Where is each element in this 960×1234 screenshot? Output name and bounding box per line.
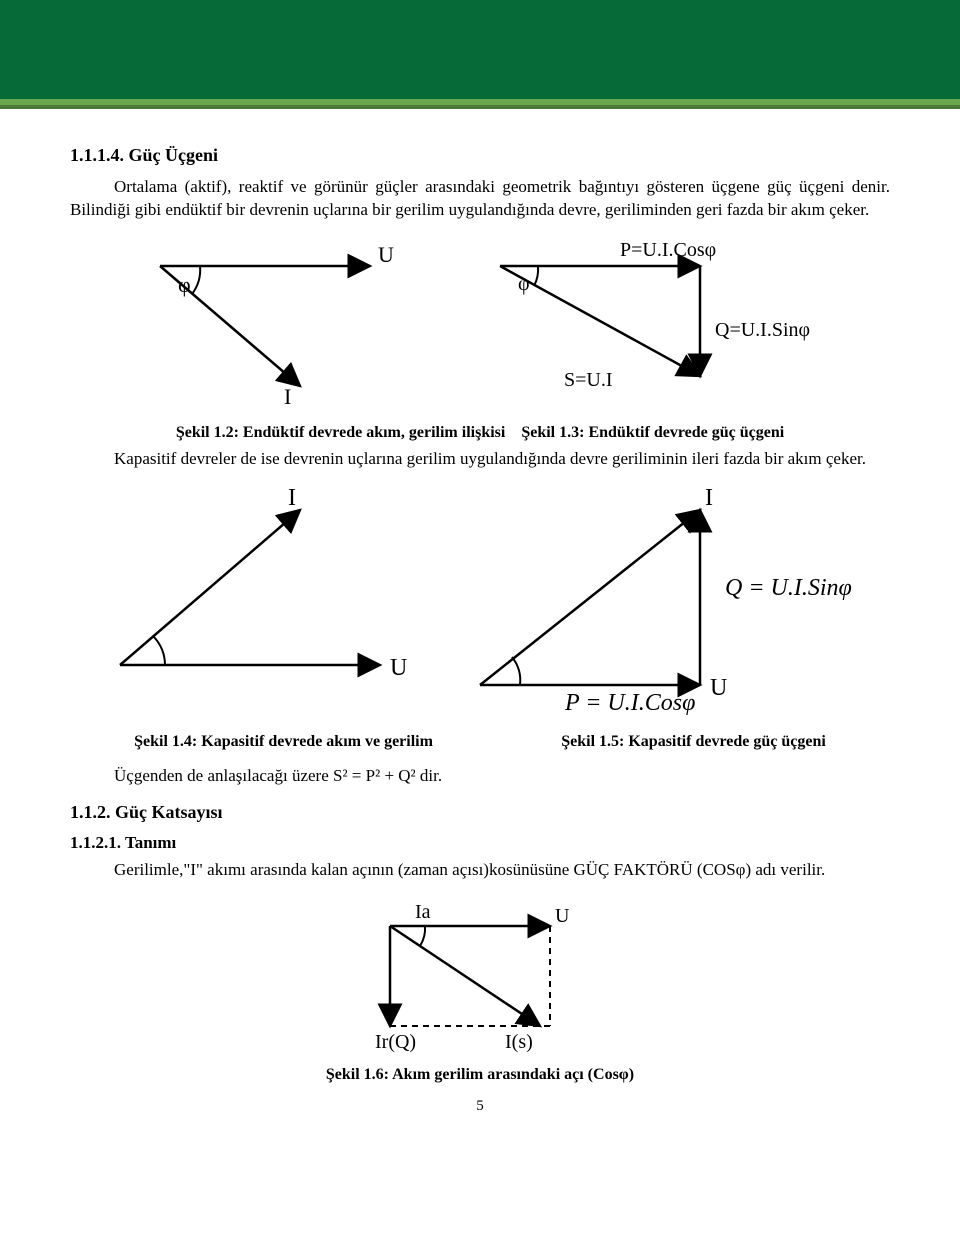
label-q-15: Q = U.I.Sinφ bbox=[725, 575, 852, 601]
page-number: 5 bbox=[70, 1098, 890, 1115]
label-i-14: I bbox=[288, 485, 296, 511]
caption-row-14-15: Şekil 1.4: Kapasitif devrede akım ve ger… bbox=[70, 733, 890, 751]
para3-eq: S² = P² + Q² dir. bbox=[333, 766, 442, 785]
figure-1-6: Ia U Ir(Q) I(s) bbox=[330, 896, 630, 1056]
caption-1-2: Şekil 1.2: Endüktif devrede akım, gerili… bbox=[176, 424, 506, 441]
label-u-14: U bbox=[390, 655, 407, 681]
figure-1-3: P=U.I.Cosφ Q=U.I.Sinφ S=U.I φ bbox=[470, 236, 830, 406]
paragraph-3: Üçgenden de anlaşılacağı üzere S² = P² +… bbox=[70, 765, 890, 788]
label-ia: Ia bbox=[415, 901, 431, 923]
label-i-15: I bbox=[705, 485, 713, 511]
section-title: Güç Üçgeni bbox=[129, 145, 219, 165]
subheading-1121: 1.1.2.1. Tanımı bbox=[70, 833, 890, 853]
para3-prefix: Üçgenden de anlaşılacağı üzere bbox=[114, 766, 333, 785]
figure-1-2: U I φ bbox=[130, 236, 410, 406]
caption-1-4: Şekil 1.4: Kapasitif devrede akım ve ger… bbox=[134, 733, 433, 751]
section-number: 1.1.1.4. bbox=[70, 145, 124, 165]
label-u: U bbox=[378, 242, 394, 267]
label-s: S=U.I bbox=[564, 369, 613, 391]
label-phi-2: φ bbox=[518, 273, 530, 295]
section-heading: 1.1.1.4. Güç Üçgeni bbox=[70, 145, 890, 166]
label-q: Q=U.I.Sinφ bbox=[715, 319, 810, 341]
figure-1-5: I U Q = U.I.Sinφ P = U.I.Cosφ bbox=[450, 485, 870, 715]
label-i: I bbox=[284, 384, 291, 406]
figure-1-6-wrap: Ia U Ir(Q) I(s) bbox=[70, 896, 890, 1056]
label-p-15: P = U.I.Cosφ bbox=[564, 690, 695, 715]
label-is: I(s) bbox=[505, 1031, 533, 1053]
caption-1-3: Şekil 1.3: Endüktif devrede güç üçgeni bbox=[521, 424, 784, 441]
figure-row-1: U I φ P=U.I.Cosφ Q=U.I.Sinφ S=U.I φ bbox=[70, 236, 890, 406]
label-p: P=U.I.Cosφ bbox=[620, 239, 716, 261]
page-content: 1.1.1.4. Güç Üçgeni Ortalama (aktif), re… bbox=[0, 109, 960, 1135]
subheading-112: 1.1.2. Güç Katsayısı bbox=[70, 802, 890, 823]
caption-1-5: Şekil 1.5: Kapasitif devrede güç üçgeni bbox=[561, 733, 826, 751]
caption-12-13: Şekil 1.2: Endüktif devrede akım, gerili… bbox=[70, 424, 890, 442]
label-u-16: U bbox=[555, 905, 570, 927]
paragraph-2: Kapasitif devreler de ise devrenin uçlar… bbox=[70, 448, 890, 471]
figure-1-4: U I bbox=[90, 485, 430, 695]
paragraph-4: Gerilimle,"I" akımı arasında kalan açını… bbox=[70, 859, 890, 882]
header-bar bbox=[0, 0, 960, 105]
figure-row-2: U I I U Q = U.I.Sinφ P = U.I.Cosφ bbox=[70, 485, 890, 715]
label-u-15: U bbox=[710, 675, 727, 701]
label-phi: φ bbox=[178, 272, 191, 297]
label-irq: Ir(Q) bbox=[375, 1031, 416, 1053]
paragraph-1: Ortalama (aktif), reaktif ve görünür güç… bbox=[70, 176, 890, 222]
caption-1-6: Şekil 1.6: Akım gerilim arasındaki açı (… bbox=[70, 1066, 890, 1084]
